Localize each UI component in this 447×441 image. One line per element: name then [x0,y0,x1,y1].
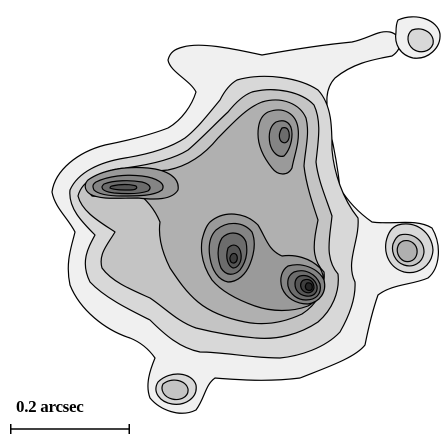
contour-level-10 [304,282,313,292]
scale-bar [10,424,130,434]
scale-bar-label: 0.2 arcsec [16,397,84,416]
